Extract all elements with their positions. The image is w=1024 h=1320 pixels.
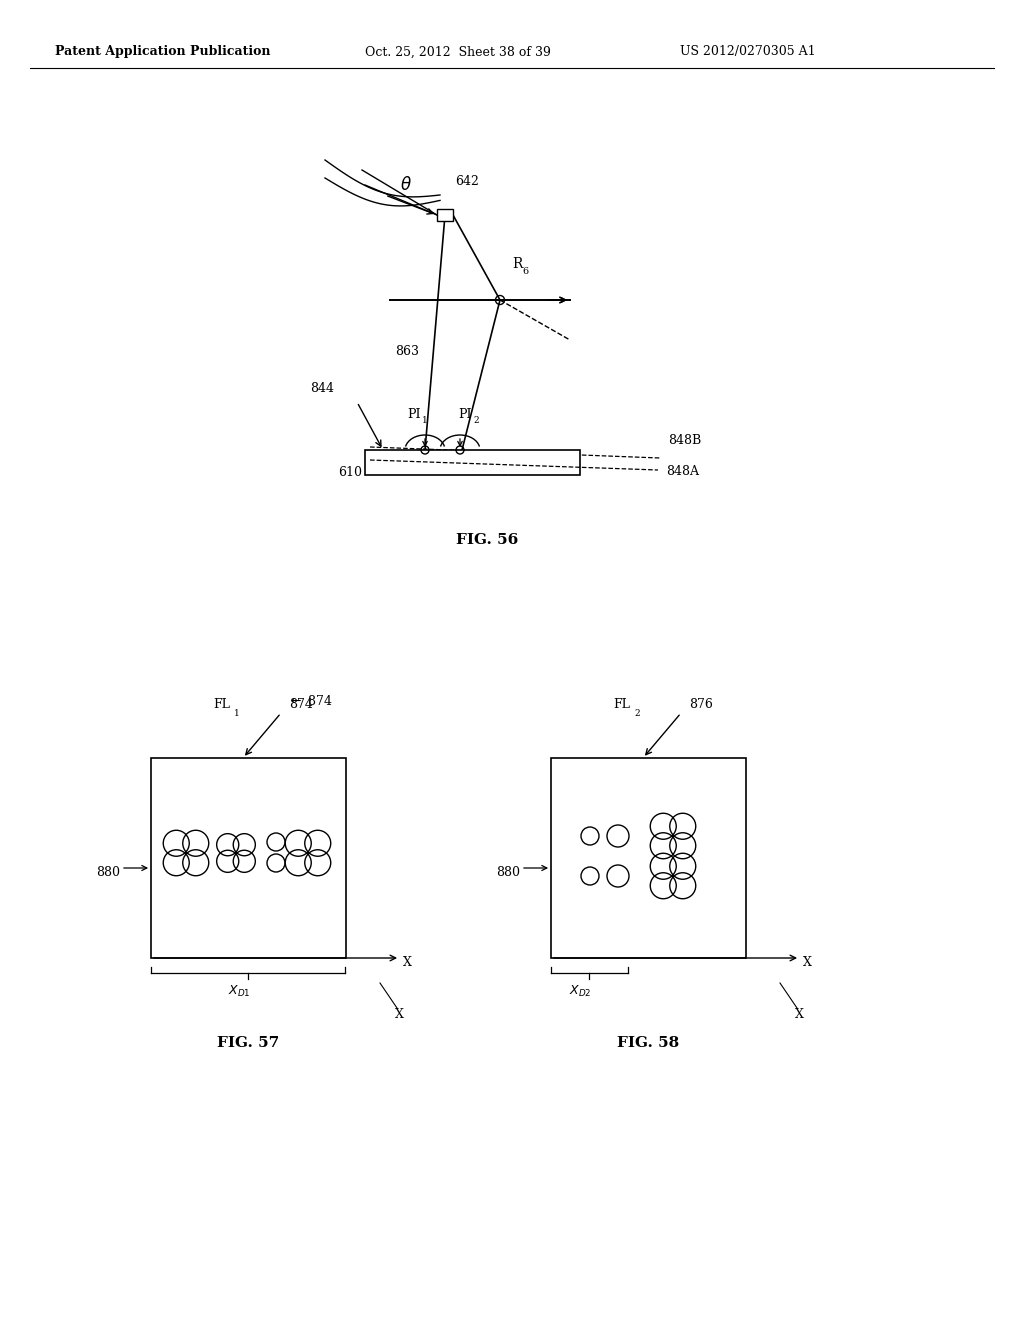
Text: X: X: [795, 1008, 804, 1020]
Text: FL: FL: [213, 698, 229, 711]
Text: PI: PI: [407, 408, 421, 421]
Text: X: X: [803, 956, 812, 969]
Text: 642: 642: [455, 176, 479, 187]
Text: $X_{D2}$: $X_{D2}$: [569, 983, 592, 999]
Text: 1: 1: [422, 416, 428, 425]
Text: X: X: [395, 1008, 403, 1020]
Text: 848A: 848A: [666, 465, 699, 478]
Text: X: X: [403, 956, 412, 969]
Text: 610: 610: [338, 466, 362, 479]
Text: 2: 2: [473, 416, 478, 425]
Text: 848B: 848B: [668, 434, 701, 447]
Text: 844: 844: [310, 381, 334, 395]
Text: 2: 2: [634, 709, 640, 718]
Text: 6: 6: [522, 267, 528, 276]
Text: FIG. 56: FIG. 56: [456, 533, 518, 546]
Text: PI: PI: [458, 408, 471, 421]
Text: $X_{D1}$: $X_{D1}$: [228, 983, 251, 999]
Text: R: R: [512, 257, 522, 271]
Bar: [551, 758, 746, 958]
Text: 880: 880: [96, 866, 120, 879]
Text: 874: 874: [289, 698, 313, 711]
Text: $\leftarrow$ 874: $\leftarrow$ 874: [288, 694, 333, 708]
Text: FIG. 57: FIG. 57: [217, 1036, 280, 1049]
Text: Patent Application Publication: Patent Application Publication: [55, 45, 270, 58]
Text: FIG. 58: FIG. 58: [616, 1036, 679, 1049]
Bar: [437, 209, 453, 220]
Text: 880: 880: [496, 866, 520, 879]
Text: Oct. 25, 2012  Sheet 38 of 39: Oct. 25, 2012 Sheet 38 of 39: [365, 45, 551, 58]
Text: $\theta$: $\theta$: [400, 176, 412, 194]
Text: FL: FL: [613, 698, 630, 711]
Text: 1: 1: [234, 709, 240, 718]
Text: 863: 863: [395, 345, 419, 358]
Bar: [365, 450, 580, 475]
Bar: [151, 758, 346, 958]
Text: US 2012/0270305 A1: US 2012/0270305 A1: [680, 45, 816, 58]
Text: 876: 876: [689, 698, 713, 711]
